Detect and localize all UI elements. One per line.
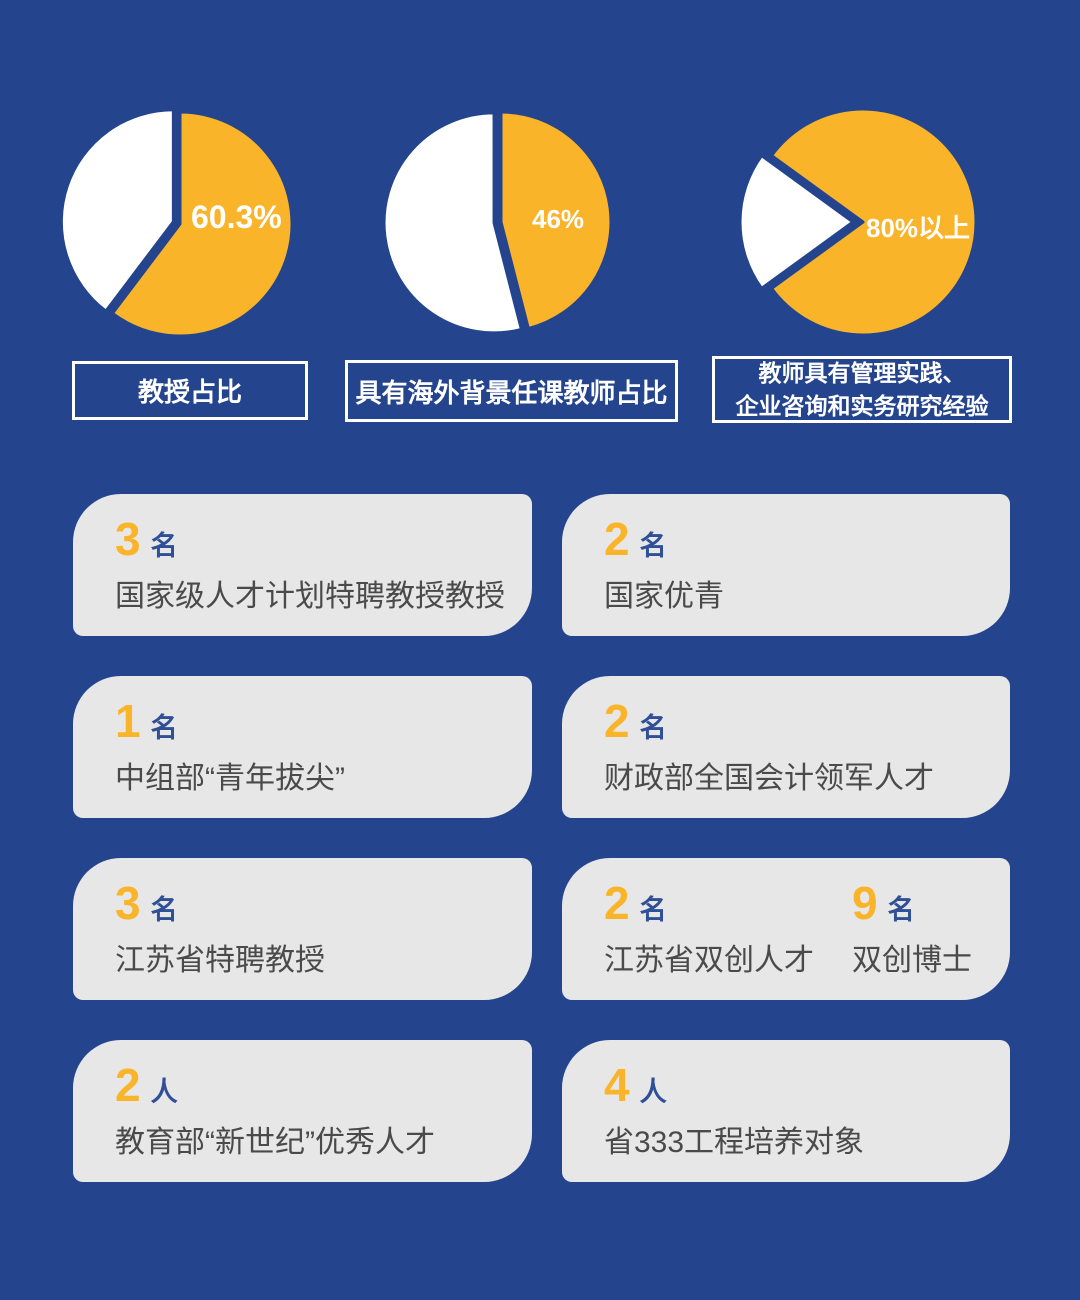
stat-entry: 2 名 财政部全国会计领军人才 [604,698,934,797]
stat-number-line: 3 名 [115,880,325,927]
pie-overseas-background-graphic [382,110,613,335]
stat-card-shuangchuang-talents: 2 名 江苏省双创人才 9 名 双创博士 [562,858,1010,1000]
stat-unit: 名 [150,712,178,743]
stat-number-line: 2 名 [604,698,934,745]
stat-number-line: 1 名 [115,698,345,745]
stat-entry: 3 名 国家级人才计划特聘教授教授 [115,516,505,615]
pie-percent-label: 80%以上 [866,213,971,243]
stat-unit: 名 [639,894,667,925]
stat-number: 2 [604,694,630,747]
stat-number: 3 [115,512,141,565]
stat-entry: 2 名 江苏省双创人才 [604,880,814,979]
stat-entry: 4 人 省333工程培养对象 [604,1062,864,1161]
stat-number-line: 4 人 [604,1062,864,1109]
pie-chart-overseas-background-ratio: 46% [376,97,626,347]
stat-card-accounting-leaders: 2 名 财政部全国会计领军人才 [562,676,1010,818]
stat-card-national-youqing: 2 名 国家优青 [562,494,1010,636]
stat-label: 财政部全国会计领军人才 [604,761,934,795]
stat-entry: 9 名 双创博士 [852,880,972,979]
stat-label: 中组部“青年拔尖” [115,761,345,795]
stat-unit: 名 [639,530,667,561]
pie-caption-professor-ratio: 教授占比 [72,361,308,420]
caption-line: 企业咨询和实务研究经验 [735,392,989,419]
stat-label: 国家级人才计划特聘教授教授 [115,579,505,613]
caption-line: 教师具有管理实践、 [758,360,966,387]
stat-label: 江苏省特聘教授 [115,943,325,977]
stat-number: 9 [852,876,878,929]
stat-entry: 2 名 国家优青 [604,516,724,615]
pie-practice-experience-graphic [738,107,978,337]
caption-line: 具有海外背景任课教师占比 [355,377,668,408]
stat-entry: 3 名 江苏省特聘教授 [115,880,325,979]
stat-label: 省333工程培养对象 [604,1125,865,1159]
pie-caption-overseas-background: 具有海外背景任课教师占比 [345,360,678,422]
stat-card-youth-top-talent: 1 名 中组部“青年拔尖” [73,676,532,818]
stat-unit: 人 [150,1076,178,1107]
stat-card-new-century-talents: 2 人 教育部“新世纪”优秀人才 [73,1040,532,1182]
stat-number: 1 [115,694,141,747]
stat-label: 江苏省双创人才 [604,943,814,977]
stat-unit: 名 [150,530,178,561]
stat-number: 4 [604,1058,630,1111]
stat-number-line: 2 名 [604,880,814,927]
pie-caption-practice-experience: 教师具有管理实践、 企业咨询和实务研究经验 [712,356,1012,423]
pie-chart-practice-experience-ratio: 80%以上 [738,97,988,347]
pie-percent-label: 60.3% [191,199,282,235]
stat-unit: 名 [150,894,178,925]
caption-line: 教授占比 [137,377,242,407]
pie-professor-ratio-graphic [59,108,294,338]
stat-number: 3 [115,876,141,929]
stat-unit: 人 [639,1076,667,1107]
stat-unit: 名 [887,894,915,925]
stat-label: 双创博士 [852,943,972,977]
stat-number: 2 [115,1058,141,1111]
stat-unit: 名 [639,712,667,743]
stat-card-project-333: 4 人 省333工程培养对象 [562,1040,1010,1182]
stat-number-line: 9 名 [852,880,972,927]
stat-label: 国家优青 [604,579,724,613]
pie-percent-label: 46% [532,204,585,234]
stat-label: 教育部“新世纪”优秀人才 [115,1125,435,1159]
stat-number-line: 2 名 [604,516,724,563]
stat-number: 2 [604,512,630,565]
stat-card-national-talent-professors: 3 名 国家级人才计划特聘教授教授 [73,494,532,636]
pie-chart-professor-ratio: 60.3% [55,99,305,349]
stat-card-jiangsu-distinguished-professors: 3 名 江苏省特聘教授 [73,858,532,1000]
stat-number-line: 3 名 [115,516,505,563]
stat-entry: 1 名 中组部“青年拔尖” [115,698,345,797]
stat-number-line: 2 人 [115,1062,435,1109]
stat-entry: 2 人 教育部“新世纪”优秀人才 [115,1062,435,1161]
stat-number: 2 [604,876,630,929]
